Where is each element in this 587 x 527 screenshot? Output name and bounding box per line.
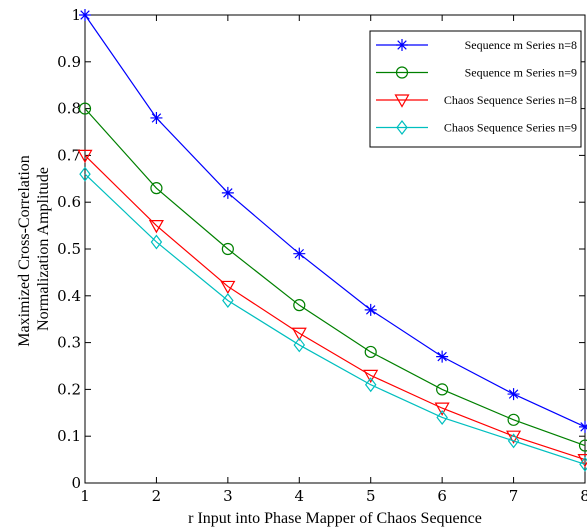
legend-entry-2: Sequence m Series n=9	[376, 66, 577, 80]
data-point	[507, 388, 520, 401]
data-point	[364, 377, 377, 393]
y-tick-label: 0	[71, 474, 81, 492]
data-point	[150, 182, 163, 195]
data-point	[221, 186, 234, 199]
y-tick-label: 0.5	[57, 240, 81, 258]
series-3	[77, 149, 587, 468]
data-point	[436, 409, 448, 425]
y-tick-label: 0.1	[57, 427, 81, 445]
legend-marker	[396, 120, 408, 135]
series-line	[84, 154, 586, 461]
data-point	[436, 383, 449, 396]
data-point	[221, 242, 234, 256]
x-tick-label: 8	[580, 487, 587, 505]
data-point	[507, 413, 520, 426]
data-point	[293, 299, 306, 312]
x-tick-label: 1	[80, 487, 90, 505]
y-tick-label: 0.2	[57, 380, 81, 398]
data-point	[579, 420, 587, 433]
x-tick-label: 4	[295, 487, 305, 505]
y-axis-label: Maximized Cross-Correlation Normalizatio…	[16, 151, 52, 347]
y-axis-label-line-2: Normalization Amplitude	[35, 167, 52, 331]
legend-label: Chaos Sequence Series n=8	[444, 93, 577, 107]
legend-label: Sequence m Series n=9	[465, 66, 577, 80]
legend-marker	[395, 66, 409, 79]
y-tick-label: 1	[71, 6, 81, 24]
legend-label: Chaos Sequence Series n=9	[444, 121, 577, 135]
y-tick-label: 0.4	[57, 287, 81, 305]
x-tick-label: 2	[152, 487, 162, 505]
data-point	[78, 102, 92, 115]
x-axis-label: r Input into Phase Mapper of Chaos Seque…	[188, 510, 482, 527]
series-line	[84, 108, 586, 447]
x-tick-label: 7	[509, 487, 519, 505]
data-point	[79, 166, 91, 182]
series-4	[79, 166, 587, 472]
data-point	[293, 247, 306, 260]
y-tick-label: 0.7	[57, 146, 81, 164]
axis-ticks: 1 2 3 4 5 6 7 8 0 0.1 0.2 0.3 0.4 0.5 0.6 0.7 0.8 0.9 1	[57, 6, 587, 505]
y-tick-label: 0.8	[57, 100, 81, 118]
data-point	[436, 350, 449, 363]
data-point	[577, 454, 587, 468]
legend-entry-1: Sequence m Series n=8	[376, 38, 577, 52]
series-1	[79, 9, 587, 433]
legend-label: Sequence m Series n=8	[465, 38, 577, 52]
legend-entry-4: Chaos Sequence Series n=9	[376, 120, 577, 135]
data-point	[578, 439, 587, 452]
legend-marker	[396, 39, 408, 51]
x-tick-label: 5	[366, 487, 376, 505]
data-point	[220, 280, 236, 295]
y-axis-label-line-1: Maximized Cross-Correlation	[16, 155, 33, 347]
data-point	[77, 149, 93, 164]
data-point	[79, 9, 91, 21]
legend-marker	[394, 94, 410, 108]
y-tick-label: 0.6	[57, 193, 81, 211]
data-point	[506, 430, 522, 444]
data-point	[434, 402, 450, 416]
data-point	[291, 327, 307, 341]
data-point	[222, 292, 234, 308]
data-point	[150, 111, 163, 124]
x-tick-label: 3	[223, 487, 233, 505]
data-point	[293, 337, 306, 353]
series-2	[78, 102, 587, 452]
data-point	[364, 345, 377, 359]
x-tick-label: 6	[437, 487, 447, 505]
data-point	[150, 234, 163, 250]
legend: Sequence m Series n=8 Sequence m Series n…	[369, 30, 582, 148]
series-layer	[77, 9, 587, 472]
y-tick-label: 0.3	[57, 334, 81, 352]
data-point	[148, 220, 164, 234]
data-point	[507, 433, 520, 449]
series-line	[84, 14, 586, 428]
series-line	[84, 173, 586, 465]
data-point	[579, 456, 587, 472]
legend-entry-3: Chaos Sequence Series n=8	[376, 93, 577, 108]
data-point	[364, 303, 377, 316]
y-tick-label: 0.9	[57, 53, 81, 71]
data-point	[363, 369, 379, 384]
